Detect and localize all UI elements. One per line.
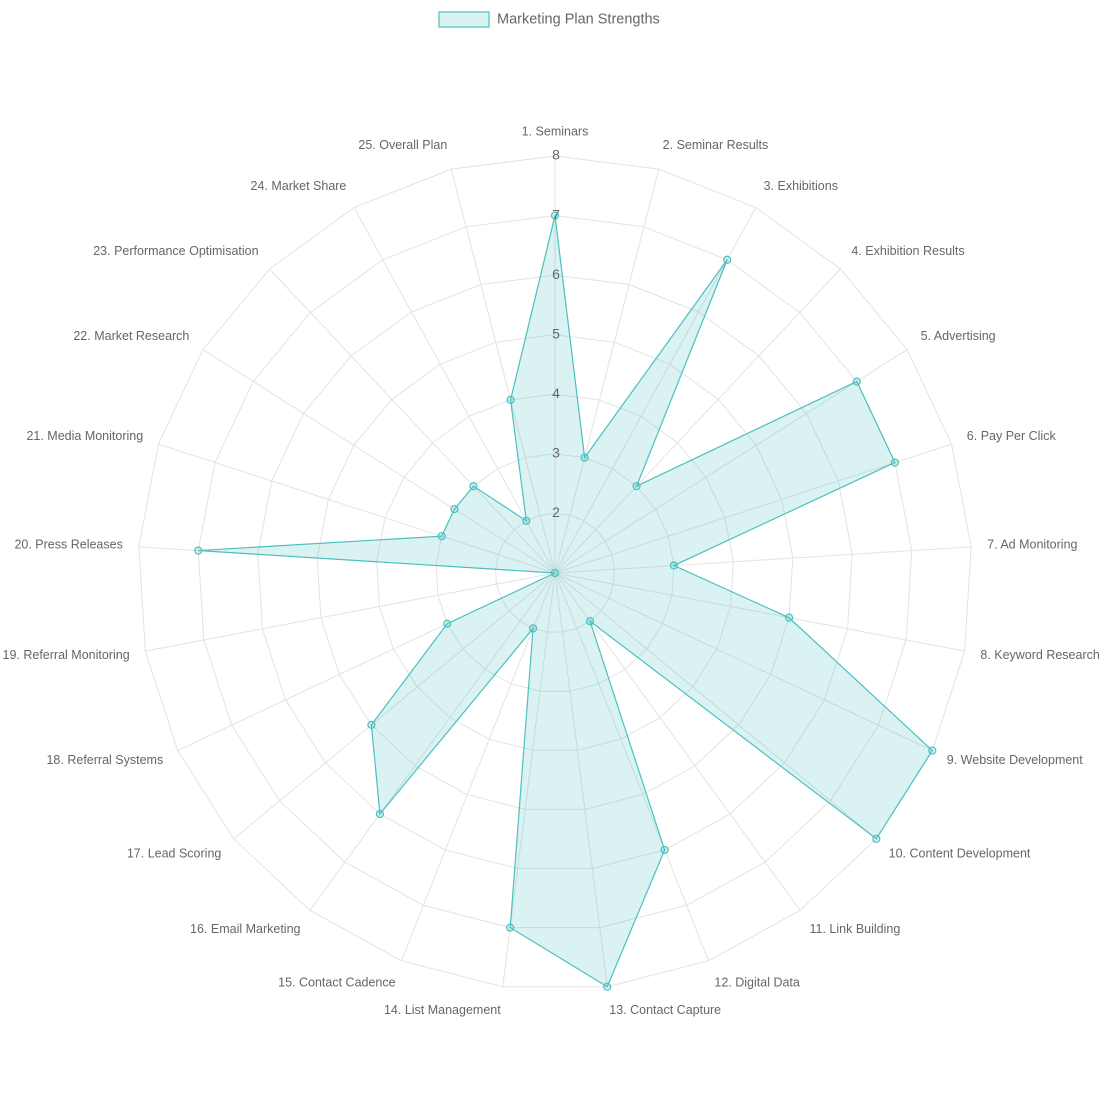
data-point [723, 255, 732, 264]
category-label: 18. Referral Systems [46, 753, 163, 767]
category-label: 22. Market Research [73, 329, 189, 343]
legend-item: Marketing Plan Strengths [438, 11, 660, 28]
spoke [269, 268, 556, 574]
tick-label: 6 [552, 266, 560, 282]
spoke [554, 572, 877, 840]
category-label: 6. Pay Per Click [967, 429, 1057, 443]
tick-label: 8 [552, 147, 560, 163]
grid-ring [138, 155, 972, 988]
category-label: 8. Keyword Research [980, 648, 1100, 662]
spoke [554, 572, 933, 752]
category-label: 25. Overall Plan [358, 138, 447, 152]
category-label: 15. Contact Cadence [278, 975, 395, 989]
spoke [554, 168, 660, 574]
grid-ring [316, 334, 794, 810]
spoke [202, 349, 556, 574]
category-label: 23. Performance Optimisation [93, 244, 258, 258]
data-point [437, 532, 446, 541]
grid-ring [376, 393, 734, 751]
category-label: 1. Seminars [522, 124, 589, 138]
category-label: 20. Press Releases [14, 538, 122, 552]
category-label: 12. Digital Data [714, 975, 800, 989]
spoke [554, 572, 965, 652]
category-label: 5. Advertising [921, 329, 996, 343]
data-point [194, 546, 203, 555]
data-point [928, 746, 937, 755]
data-point [506, 395, 515, 405]
data-point [890, 458, 900, 467]
data-point [784, 613, 794, 622]
data-point [522, 516, 531, 525]
category-label: 17. Lead Scoring [127, 846, 222, 860]
data-point [506, 923, 515, 932]
data-point [375, 809, 385, 819]
grid-ring [495, 512, 615, 633]
legend-swatch [438, 11, 490, 28]
spoke [554, 207, 757, 574]
data-point [443, 619, 452, 628]
series-area [198, 215, 934, 988]
data-point [528, 624, 538, 633]
spoke [309, 572, 556, 911]
category-label: 11. Link Building [810, 922, 901, 936]
spoke [554, 443, 952, 574]
data-point [660, 845, 669, 855]
data-point [852, 377, 861, 386]
tick-label: 3 [552, 445, 560, 461]
category-label: 24. Market Share [251, 179, 347, 193]
category-label: 13. Contact Capture [609, 1003, 721, 1017]
spoke [554, 349, 908, 574]
data-point [450, 505, 459, 514]
grid-ring [257, 274, 853, 870]
tick-label: 2 [552, 504, 560, 520]
spoke [353, 207, 556, 574]
spoke [401, 572, 556, 961]
spoke [233, 572, 556, 840]
category-label: 21. Media Monitoring [26, 429, 143, 443]
data-point [550, 568, 560, 578]
spoke [158, 443, 556, 574]
data-point [603, 982, 612, 991]
spoke [554, 572, 709, 961]
data-point [632, 482, 641, 491]
spoke [554, 268, 841, 574]
spoke [450, 168, 556, 574]
data-point [669, 561, 679, 570]
data-point [469, 482, 478, 491]
tick-label: 5 [552, 325, 560, 341]
legend-label: Marketing Plan Strengths [497, 11, 660, 27]
tick-label: 7 [552, 206, 560, 222]
data-point [580, 453, 589, 462]
spoke [145, 572, 556, 652]
category-label: 2. Seminar Results [663, 138, 769, 152]
data-point [550, 211, 560, 220]
category-label: 14. List Management [384, 1003, 501, 1017]
category-label: 10. Content Development [889, 846, 1031, 860]
data-point [872, 834, 881, 843]
category-label: 3. Exhibitions [764, 179, 838, 193]
spoke [554, 572, 608, 987]
spoke [554, 572, 801, 911]
spoke [554, 546, 972, 574]
data-point [367, 720, 376, 729]
tick-label: 4 [552, 385, 560, 401]
data-point [585, 617, 595, 626]
category-label: 7. Ad Monitoring [987, 538, 1077, 552]
category-label: 16. Email Marketing [190, 922, 301, 936]
category-label: 4. Exhibition Results [851, 244, 964, 258]
category-label: 19. Referral Monitoring [3, 648, 130, 662]
category-label: 9. Website Development [947, 753, 1083, 767]
